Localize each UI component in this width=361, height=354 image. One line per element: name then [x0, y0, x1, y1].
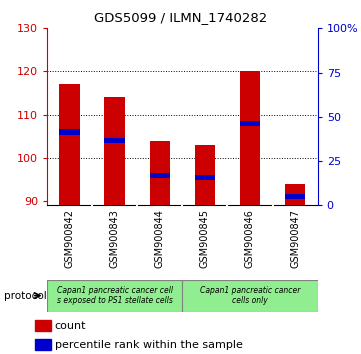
Bar	[35, 320, 51, 331]
Text: GSM900845: GSM900845	[200, 209, 210, 268]
Text: percentile rank within the sample: percentile rank within the sample	[55, 339, 243, 350]
Text: protocol: protocol	[4, 291, 46, 301]
Text: GSM900842: GSM900842	[65, 209, 74, 268]
Bar	[195, 145, 215, 205]
Bar	[285, 184, 305, 205]
Bar	[240, 72, 260, 205]
Text: GSM900844: GSM900844	[155, 209, 165, 268]
Text: GSM900846: GSM900846	[245, 209, 255, 268]
Bar	[35, 339, 51, 350]
Bar	[59, 85, 80, 205]
Bar	[182, 280, 318, 312]
Bar	[285, 194, 305, 199]
Bar	[59, 129, 80, 135]
Text: GDS5099 / ILMN_1740282: GDS5099 / ILMN_1740282	[94, 11, 267, 24]
Text: count: count	[55, 320, 86, 331]
Bar	[149, 172, 170, 178]
Bar	[195, 175, 215, 180]
Text: GSM900843: GSM900843	[110, 209, 119, 268]
Bar	[47, 280, 182, 312]
Bar	[240, 121, 260, 126]
Bar	[104, 97, 125, 205]
Bar	[104, 138, 125, 143]
Bar	[149, 141, 170, 205]
Text: GSM900847: GSM900847	[290, 209, 300, 268]
Text: Capan1 pancreatic cancer
cells only: Capan1 pancreatic cancer cells only	[200, 286, 300, 305]
Text: Capan1 pancreatic cancer cell
s exposed to PS1 stellate cells: Capan1 pancreatic cancer cell s exposed …	[57, 286, 173, 305]
